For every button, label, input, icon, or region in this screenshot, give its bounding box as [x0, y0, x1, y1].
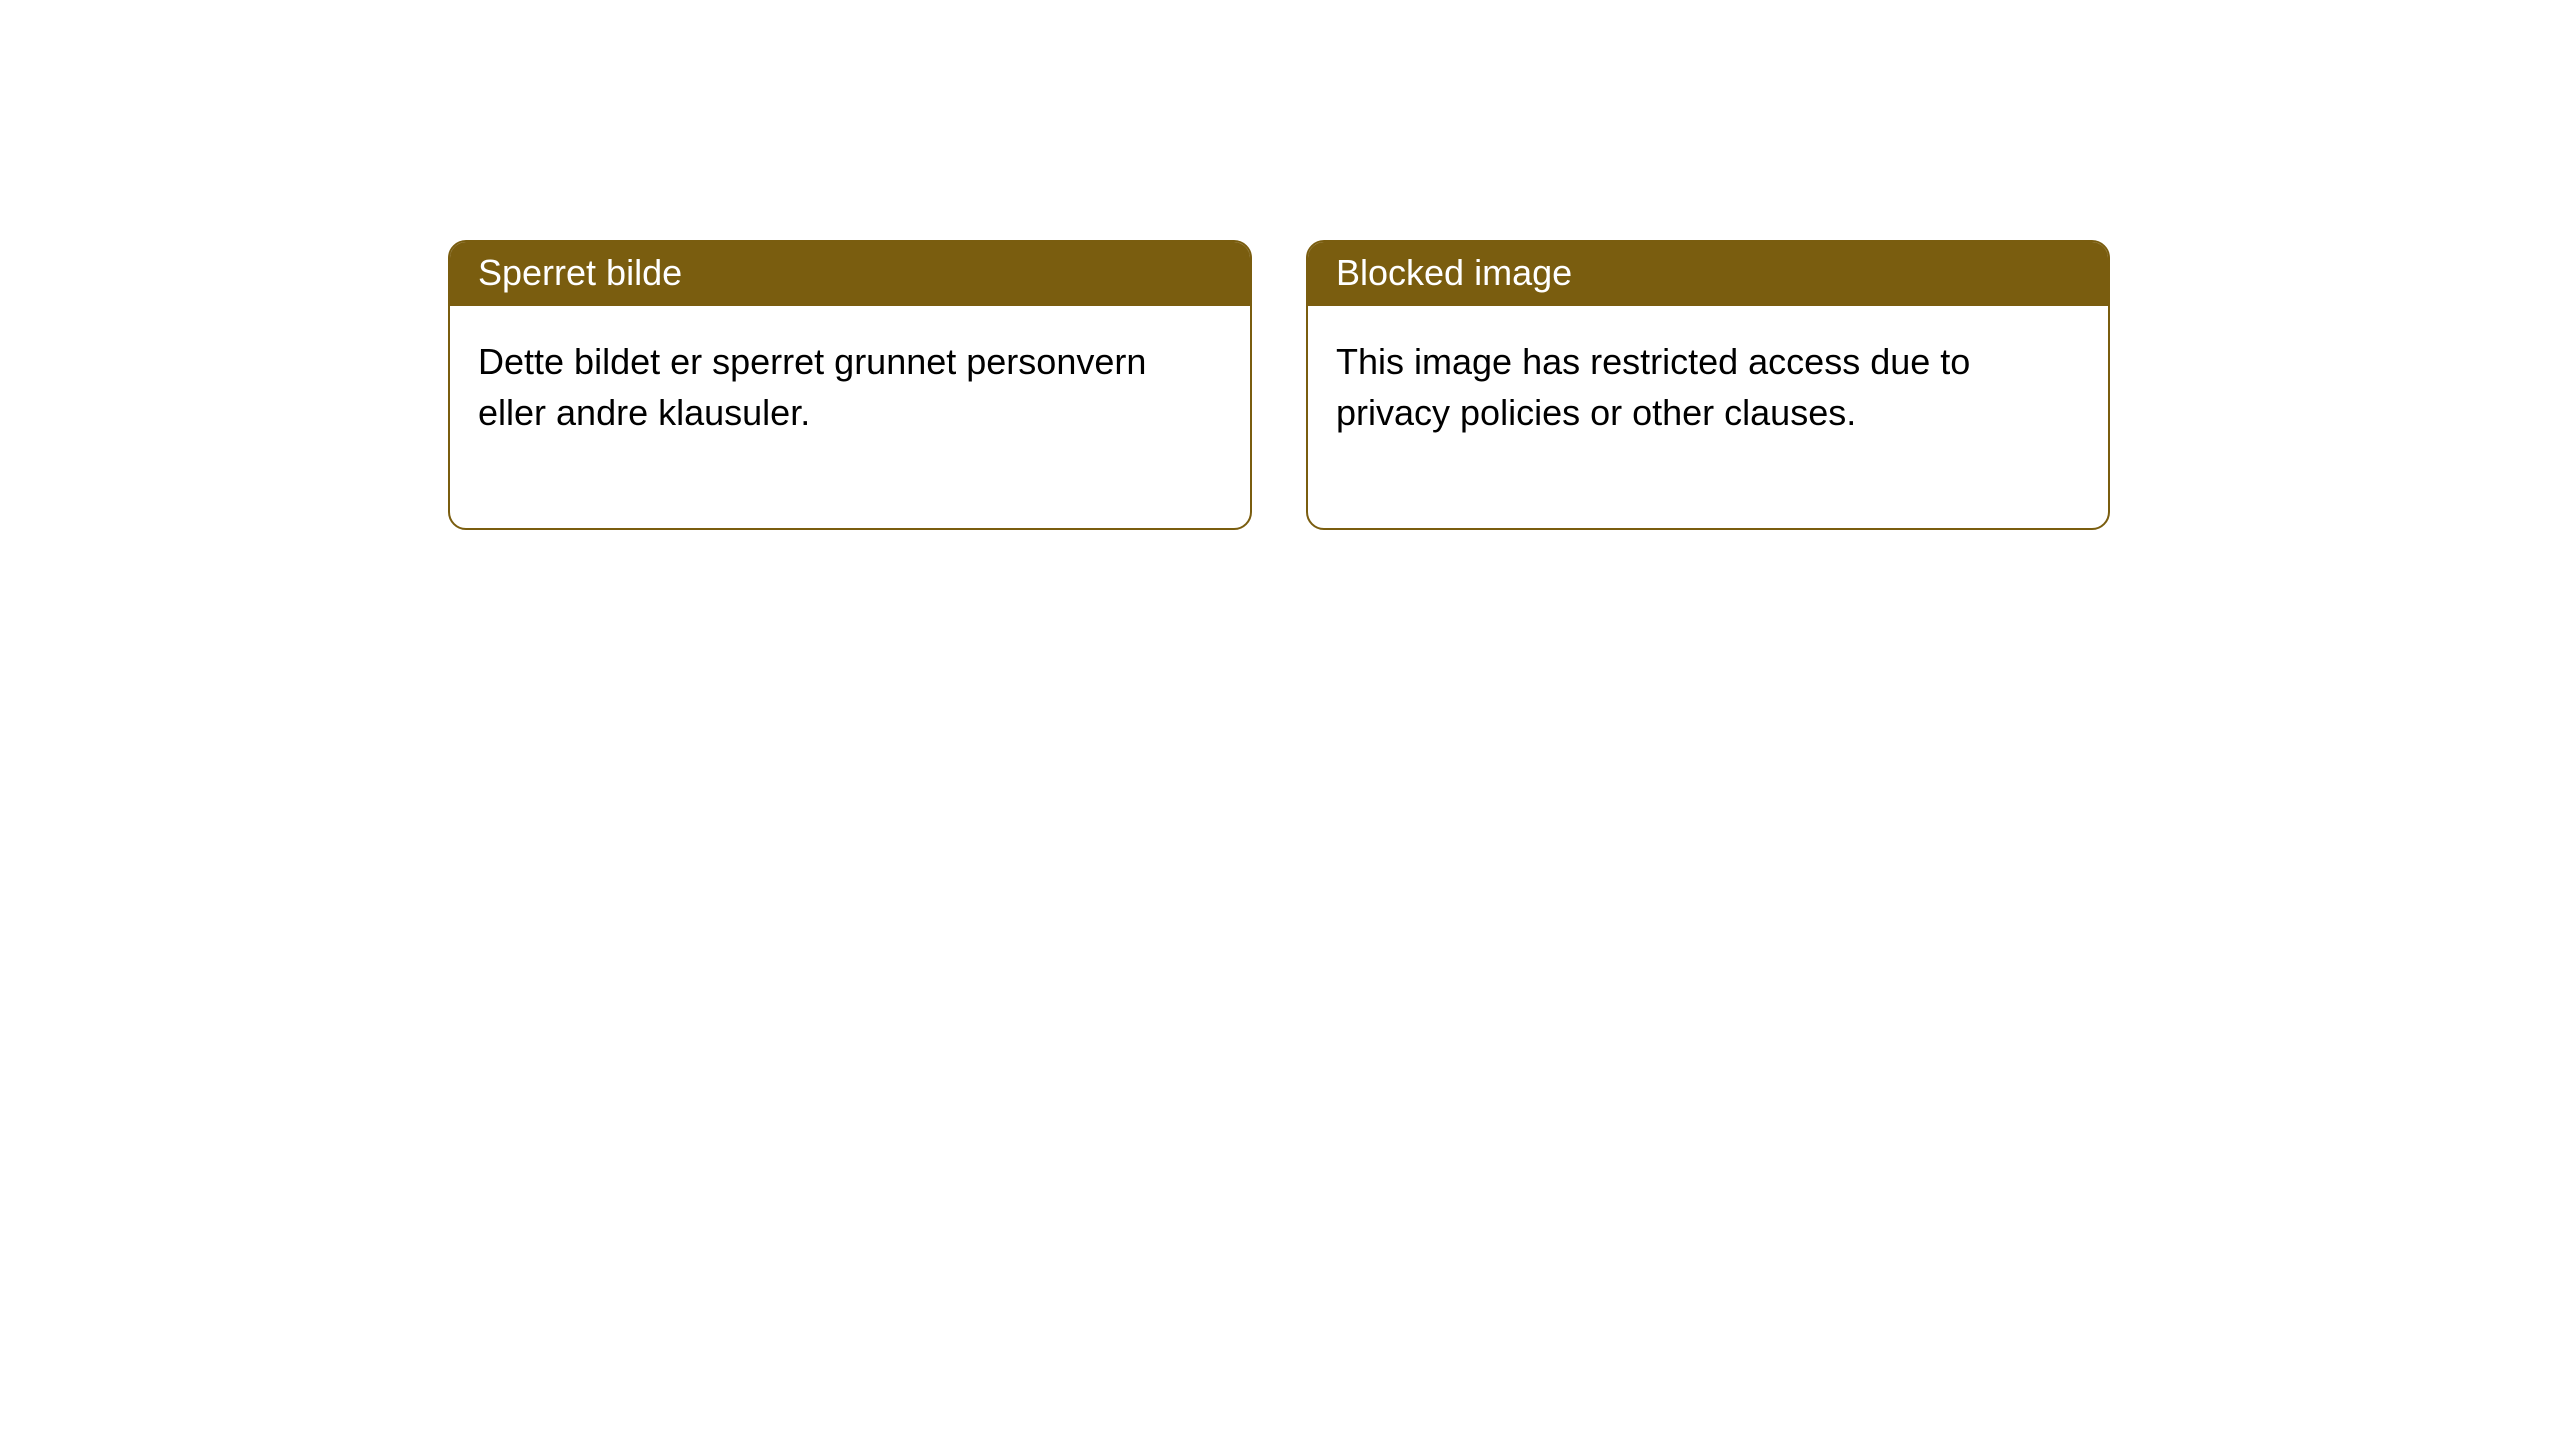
notice-title: Blocked image	[1308, 242, 2108, 306]
notice-body: Dette bildet er sperret grunnet personve…	[450, 306, 1250, 528]
notice-card-norwegian: Sperret bilde Dette bildet er sperret gr…	[448, 240, 1252, 530]
notice-body: This image has restricted access due to …	[1308, 306, 2108, 528]
notice-container: Sperret bilde Dette bildet er sperret gr…	[0, 0, 2560, 530]
notice-card-english: Blocked image This image has restricted …	[1306, 240, 2110, 530]
notice-title: Sperret bilde	[450, 242, 1250, 306]
